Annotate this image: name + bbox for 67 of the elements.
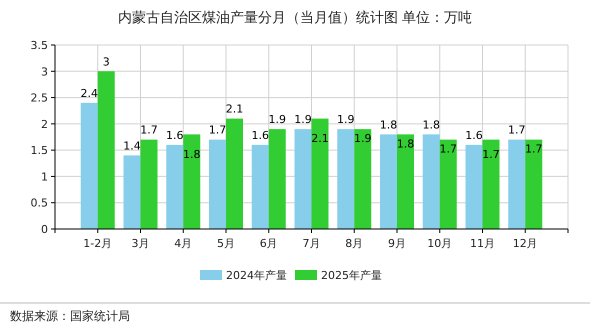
bar (140, 140, 158, 229)
data-label: 1.8 (183, 148, 200, 161)
bar (397, 134, 414, 229)
bar (80, 102, 98, 229)
source-note: 数据来源：国家统计局 (10, 309, 130, 323)
chart-title: 内蒙古自治区煤油产量分月（当月值）统计图 单位：万吨 (118, 10, 472, 26)
x-tick-label: 8月 (345, 237, 364, 250)
bar (166, 144, 184, 229)
y-tick-label: 3.5 (30, 39, 48, 52)
bar (422, 134, 440, 229)
data-label: 1.9 (294, 113, 312, 126)
y-tick-label: 3 (41, 65, 48, 78)
data-label: 1.8 (422, 118, 440, 132)
x-tick-label: 5月 (217, 237, 235, 250)
data-label: 1.4 (123, 139, 141, 152)
y-tick-label: 0 (41, 223, 48, 236)
y-tick-label: 1.5 (30, 144, 48, 158)
data-label: 1.7 (440, 142, 457, 156)
x-tick-label: 12月 (512, 237, 538, 250)
data-label: 1.8 (380, 118, 398, 132)
data-label: 1.7 (482, 148, 500, 161)
x-tick-label: 3月 (132, 237, 150, 250)
bar (268, 129, 286, 229)
data-label: 1.7 (508, 124, 526, 137)
bar (124, 155, 140, 229)
data-label: 3 (102, 55, 110, 68)
bar (183, 134, 200, 229)
data-label: 1.9 (268, 113, 286, 126)
bar (312, 118, 328, 229)
y-tick-label: 2.5 (30, 92, 48, 105)
bar (482, 140, 500, 229)
bar (337, 129, 354, 229)
data-label: 1.9 (354, 132, 372, 146)
bar (294, 129, 312, 229)
bar (440, 140, 457, 229)
bar (354, 129, 372, 229)
legend-label: 2024年产量 (226, 269, 287, 282)
y-tick-label: 2 (41, 118, 48, 131)
bar (209, 140, 226, 229)
x-tick-label: 1-2月 (83, 237, 112, 250)
data-label: 1.7 (140, 124, 158, 137)
data-label: 1.6 (252, 128, 269, 142)
x-tick-label: 4月 (174, 237, 192, 250)
x-tick-label: 11月 (470, 237, 495, 250)
bar (98, 71, 115, 229)
x-tick-label: 9月 (388, 237, 406, 250)
data-label: 1.9 (337, 113, 354, 126)
bar (380, 134, 397, 229)
bar (466, 144, 482, 229)
data-label: 1.6 (166, 128, 184, 142)
bar (226, 118, 243, 229)
bar (508, 140, 526, 229)
bar (252, 144, 269, 229)
data-label: 1.8 (396, 137, 414, 150)
data-label: 2.1 (226, 102, 244, 116)
y-tick-label: 1 (41, 170, 48, 184)
y-tick-label: 0.5 (30, 196, 48, 210)
legend-label: 2025年产量 (321, 269, 382, 282)
data-label: 1.7 (208, 124, 226, 137)
x-tick-label: 10月 (427, 237, 452, 250)
x-tick-label: 7月 (302, 237, 320, 250)
bar (525, 140, 542, 229)
data-label: 1.6 (465, 128, 483, 142)
data-label: 2.4 (80, 86, 98, 100)
data-label: 1.7 (525, 142, 542, 156)
data-label: 2.1 (311, 132, 329, 146)
x-tick-label: 6月 (260, 237, 278, 250)
